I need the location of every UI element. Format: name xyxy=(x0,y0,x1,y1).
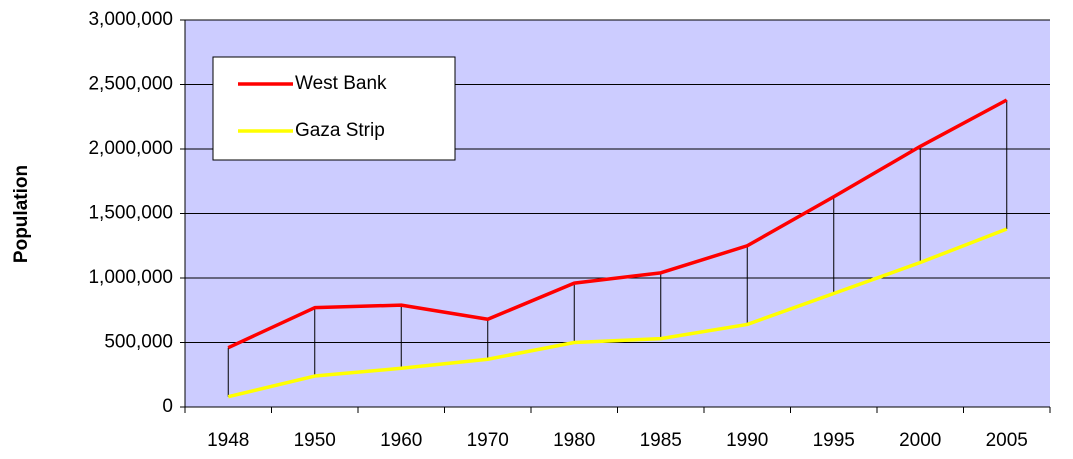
x-tick-label: 1960 xyxy=(380,430,422,451)
x-tick-label: 1985 xyxy=(640,430,682,451)
x-tick-label: 1990 xyxy=(726,430,768,451)
y-tick-label: 3,000,000 xyxy=(88,9,173,30)
legend-label: West Bank xyxy=(295,73,387,94)
y-tick-label: 1,500,000 xyxy=(88,203,173,224)
series-line xyxy=(227,98,1008,350)
y-tick-label: 0 xyxy=(162,396,173,417)
x-tick-label: 1995 xyxy=(813,430,855,451)
y-tick-label: 2,500,000 xyxy=(88,74,173,95)
y-tick-label: 2,000,000 xyxy=(88,138,173,159)
x-tick-label: 1970 xyxy=(467,430,509,451)
y-tick-label: 500,000 xyxy=(104,332,173,353)
x-tick-label: 2005 xyxy=(986,430,1028,451)
series-line xyxy=(227,227,1008,399)
legend-box xyxy=(212,56,456,161)
x-tick-label: 2000 xyxy=(899,430,941,451)
legend-label: Gaza Strip xyxy=(295,120,385,141)
x-tick-label: 1950 xyxy=(294,430,336,451)
x-tick-label: 1980 xyxy=(553,430,595,451)
x-tick-label: 1948 xyxy=(207,430,249,451)
y-tick-label: 1,000,000 xyxy=(88,267,173,288)
y-axis-label: Population xyxy=(11,165,32,263)
